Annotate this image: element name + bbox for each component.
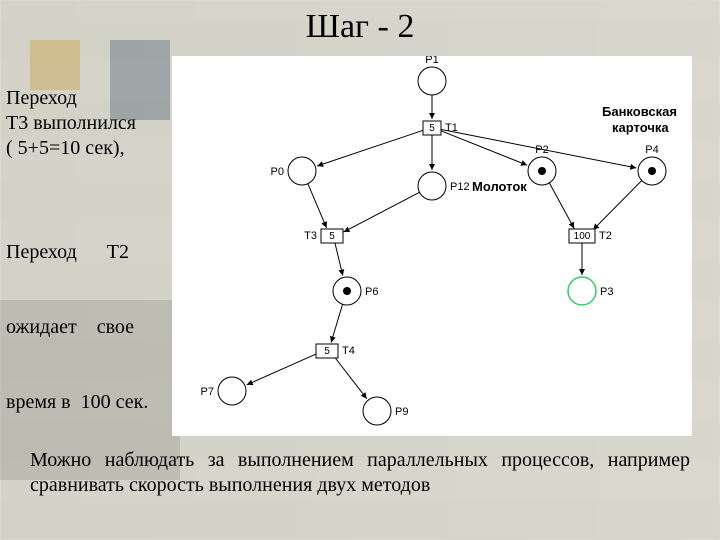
text-line: Переход Т2	[6, 240, 156, 265]
text-line: ( 5+5=10 сек),	[6, 136, 156, 161]
svg-text:P3: P3	[600, 286, 613, 298]
text-line: ожидает свое	[6, 315, 156, 340]
svg-text:5: 5	[324, 346, 330, 357]
svg-text:Молоток: Молоток	[472, 179, 527, 194]
text-line: время в 100 сек.	[6, 390, 156, 415]
svg-text:P7: P7	[201, 386, 214, 398]
svg-text:P6: P6	[365, 286, 378, 298]
page-title: Шаг - 2	[0, 8, 720, 46]
svg-text:P1: P1	[425, 56, 438, 66]
svg-text:P2: P2	[535, 144, 548, 156]
svg-text:Банковская: Банковская	[602, 104, 677, 119]
svg-text:P9: P9	[395, 406, 408, 418]
left-block-1: Переход T3 выполнился ( 5+5=10 сек),	[6, 86, 156, 161]
svg-text:100: 100	[574, 231, 591, 242]
bg-shadow	[30, 40, 80, 90]
svg-text:5: 5	[429, 123, 435, 134]
petri-net-diagram: 5 T1 5 T3 100 T2 5 T4 P1 P0 P12 P2 P4 P6 P3 P7 P9 Молоток…	[172, 56, 692, 436]
svg-text:T4: T4	[342, 345, 355, 357]
svg-text:T1: T1	[445, 122, 458, 134]
svg-text:карточка: карточка	[612, 120, 669, 135]
text-line: T3 выполнился	[6, 111, 156, 136]
left-block-2: Переход Т2 ожидает свое время в 100 сек.	[6, 190, 156, 440]
svg-text:P4: P4	[645, 144, 658, 156]
svg-text:P0: P0	[271, 166, 284, 178]
svg-text:T3: T3	[304, 230, 317, 242]
text-line: Переход	[6, 86, 156, 111]
svg-text:5: 5	[329, 231, 335, 242]
svg-text:T2: T2	[599, 230, 612, 242]
svg-text:P12: P12	[450, 181, 470, 193]
bottom-paragraph: Можно наблюдать за выполнением параллель…	[30, 448, 690, 498]
